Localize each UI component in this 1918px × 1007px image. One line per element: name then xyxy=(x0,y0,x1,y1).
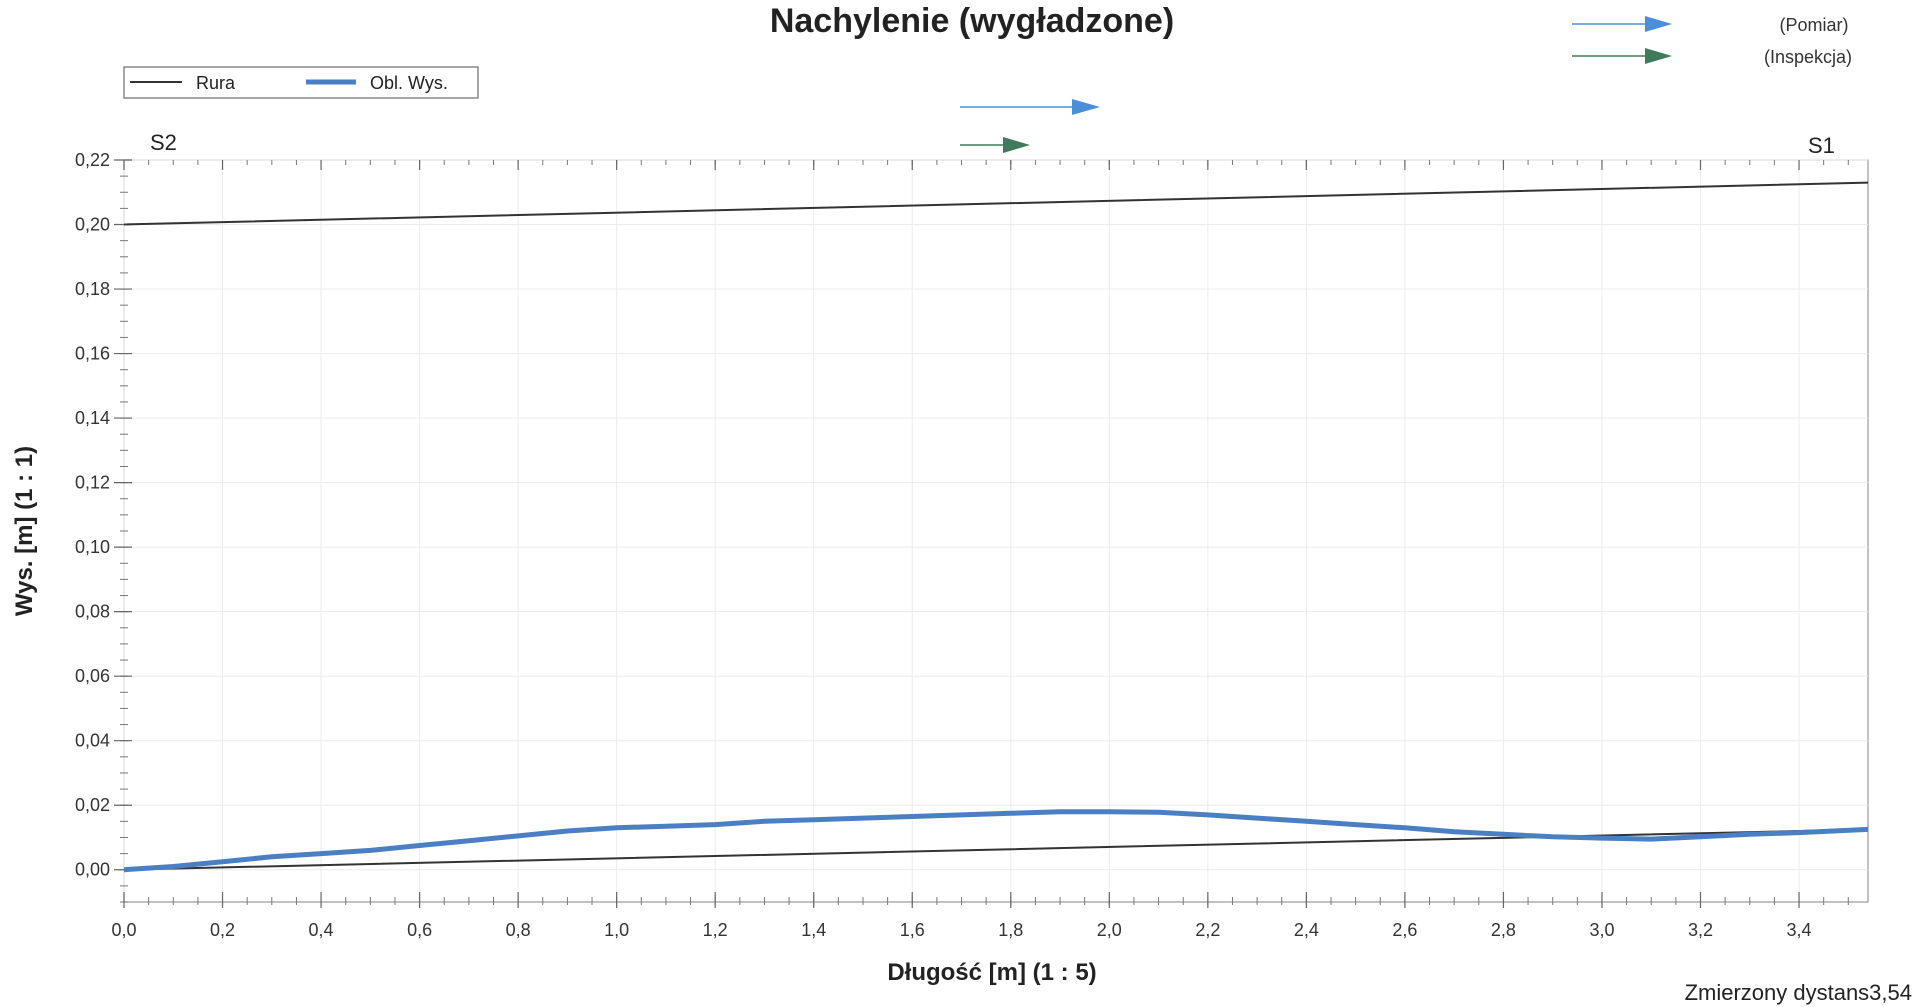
x-tick-label: 1,2 xyxy=(703,920,728,940)
y-tick-label: 0,08 xyxy=(75,602,110,622)
x-axis-label: Długość [m] (1 : 5) xyxy=(887,959,1096,986)
y-tick-label: 0,18 xyxy=(75,279,110,299)
measured-distance: Zmierzony dystans3,54 xyxy=(1685,980,1912,1005)
direction-inspection-label: (Inspekcja) xyxy=(1764,47,1852,67)
x-tick-label: 2,2 xyxy=(1195,920,1220,940)
chart-title: Nachylenie (wygładzone) xyxy=(770,2,1174,40)
y-tick-label: 0,10 xyxy=(75,537,110,557)
x-tick-label: 3,2 xyxy=(1688,920,1713,940)
x-tick-label: 1,6 xyxy=(900,920,925,940)
y-tick-label: 0,20 xyxy=(75,215,110,235)
x-tick-label: 3,0 xyxy=(1589,920,1614,940)
arrow-right-icon xyxy=(1003,137,1030,153)
direction-legend: (Pomiar) (Inspekcja) xyxy=(1572,15,1852,67)
series-layer xyxy=(124,181,1868,873)
x-tick-label: 0,0 xyxy=(111,920,136,940)
arrow-right-icon xyxy=(1645,48,1672,64)
x-tick-label: 2,8 xyxy=(1491,920,1516,940)
series-legend: Rura Obl. Wys. xyxy=(123,66,479,99)
y-tick-label: 0,06 xyxy=(75,666,110,686)
legend-label-obl-wys: Obl. Wys. xyxy=(370,73,448,93)
x-tick-label: 1,4 xyxy=(801,920,826,940)
plot-area xyxy=(123,159,1869,903)
arrow-right-icon xyxy=(1645,16,1672,32)
x-tick-label: 0,2 xyxy=(210,920,235,940)
x-tick-label: 0,6 xyxy=(407,920,432,940)
x-tick-label: 1,8 xyxy=(998,920,1023,940)
y-tick-label: 0,00 xyxy=(75,860,110,880)
y-tick-label: 0,14 xyxy=(75,408,110,428)
legend-box xyxy=(123,66,479,99)
direction-measure-label: (Pomiar) xyxy=(1779,15,1848,35)
x-tick-label: 2,4 xyxy=(1294,920,1319,940)
arrow-right-icon xyxy=(1072,99,1100,115)
x-tick-label: 3,4 xyxy=(1787,920,1812,940)
x-tick-label: 1,0 xyxy=(604,920,629,940)
series-line-rura-0 xyxy=(124,181,1868,226)
y-axis-label: Wys. [m] (1 : 1) xyxy=(11,446,38,616)
legend-label-rura: Rura xyxy=(196,73,236,93)
y-tick-label: 0,04 xyxy=(75,731,110,751)
x-tick-label: 0,8 xyxy=(506,920,531,940)
x-tick-label: 2,6 xyxy=(1392,920,1417,940)
station-start-label: S2 xyxy=(150,130,177,155)
y-tick-label: 0,22 xyxy=(75,150,110,170)
y-tick-label: 0,12 xyxy=(75,473,110,493)
y-axis-ticks: 0,00 0,02 0,04 0,06 0,08 0,10 0,12 0,14 0,16 0,18… xyxy=(75,150,132,880)
x-tick-label: 0,4 xyxy=(309,920,334,940)
series-line-obl-wys-0 xyxy=(124,809,1868,873)
y-tick-label: 0,02 xyxy=(75,795,110,815)
station-end-label: S1 xyxy=(1808,133,1835,158)
x-tick-label: 2,0 xyxy=(1097,920,1122,940)
x-axis-ticks: 0,0 0,2 0,4 0,6 0,8 1,0 1,2 1,4 1,6 1,8 2,0 2,2 2,4 2… xyxy=(111,160,1812,940)
y-tick-label: 0,16 xyxy=(75,344,110,364)
direction-arrows xyxy=(960,99,1100,153)
